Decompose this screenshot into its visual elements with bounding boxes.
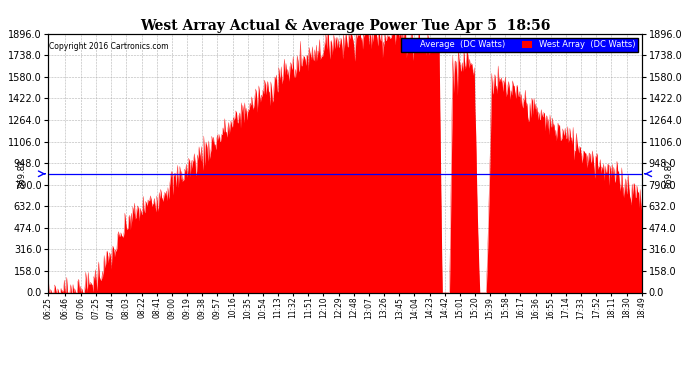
Title: West Array Actual & Average Power Tue Apr 5  18:56: West Array Actual & Average Power Tue Ap… — [140, 19, 550, 33]
Text: 869.82: 869.82 — [664, 159, 673, 188]
Legend: Average  (DC Watts), West Array  (DC Watts): Average (DC Watts), West Array (DC Watts… — [401, 38, 638, 52]
Text: 869.82: 869.82 — [17, 159, 26, 188]
Text: Copyright 2016 Cartronics.com: Copyright 2016 Cartronics.com — [49, 42, 168, 51]
